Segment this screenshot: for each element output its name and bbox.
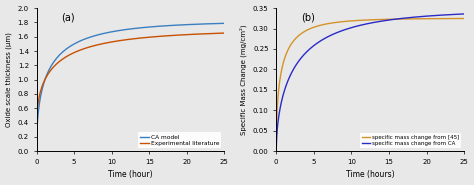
specific mass change from [45] (356, 19, 362, 21)
Experimental literature (117, 40, 122, 42)
specific mass change from CA (402, 17, 408, 19)
X-axis label: Time (hours): Time (hours) (346, 170, 394, 179)
Experimental literature (109, 41, 115, 43)
specific mass change from CA (273, 148, 279, 150)
specific mass change from CA (423, 15, 429, 17)
specific mass change from [45] (461, 17, 467, 20)
CA model (53, 58, 58, 60)
Experimental literature (34, 125, 39, 127)
CA model (221, 22, 227, 24)
specific mass change from [45] (349, 20, 355, 22)
Line: CA model: CA model (36, 23, 224, 151)
CA model (117, 29, 122, 32)
Text: (b): (b) (301, 12, 315, 22)
Experimental literature (163, 35, 168, 37)
Line: specific mass change from [45]: specific mass change from [45] (276, 18, 464, 147)
Y-axis label: Specific Mass Change (mg/cm²): Specific Mass Change (mg/cm²) (240, 24, 247, 135)
Experimental literature (180, 34, 186, 36)
specific mass change from [45] (402, 18, 408, 20)
CA model (183, 23, 189, 26)
specific mass change from CA (420, 15, 426, 18)
specific mass change from CA (356, 24, 362, 27)
Text: (a): (a) (61, 12, 74, 22)
Legend: specific mass change from [45], specific mass change from CA: specific mass change from [45], specific… (360, 133, 461, 149)
specific mass change from [45] (273, 146, 279, 148)
specific mass change from CA (349, 26, 355, 28)
CA model (163, 25, 168, 27)
specific mass change from [45] (423, 18, 429, 20)
CA model (180, 24, 186, 26)
specific mass change from CA (461, 13, 467, 15)
Legend: CA model, Experimental literature: CA model, Experimental literature (138, 132, 221, 148)
Line: Experimental literature: Experimental literature (36, 33, 224, 126)
specific mass change from [45] (292, 38, 298, 40)
Y-axis label: Oxide scale thickness (μm): Oxide scale thickness (μm) (6, 32, 12, 127)
Experimental literature (221, 32, 227, 34)
CA model (109, 31, 115, 33)
specific mass change from [45] (420, 18, 426, 20)
Line: specific mass change from CA: specific mass change from CA (276, 14, 464, 149)
specific mass change from CA (292, 65, 298, 67)
Experimental literature (53, 64, 58, 66)
CA model (34, 150, 39, 152)
Experimental literature (183, 33, 189, 36)
X-axis label: Time (hour): Time (hour) (108, 170, 153, 179)
